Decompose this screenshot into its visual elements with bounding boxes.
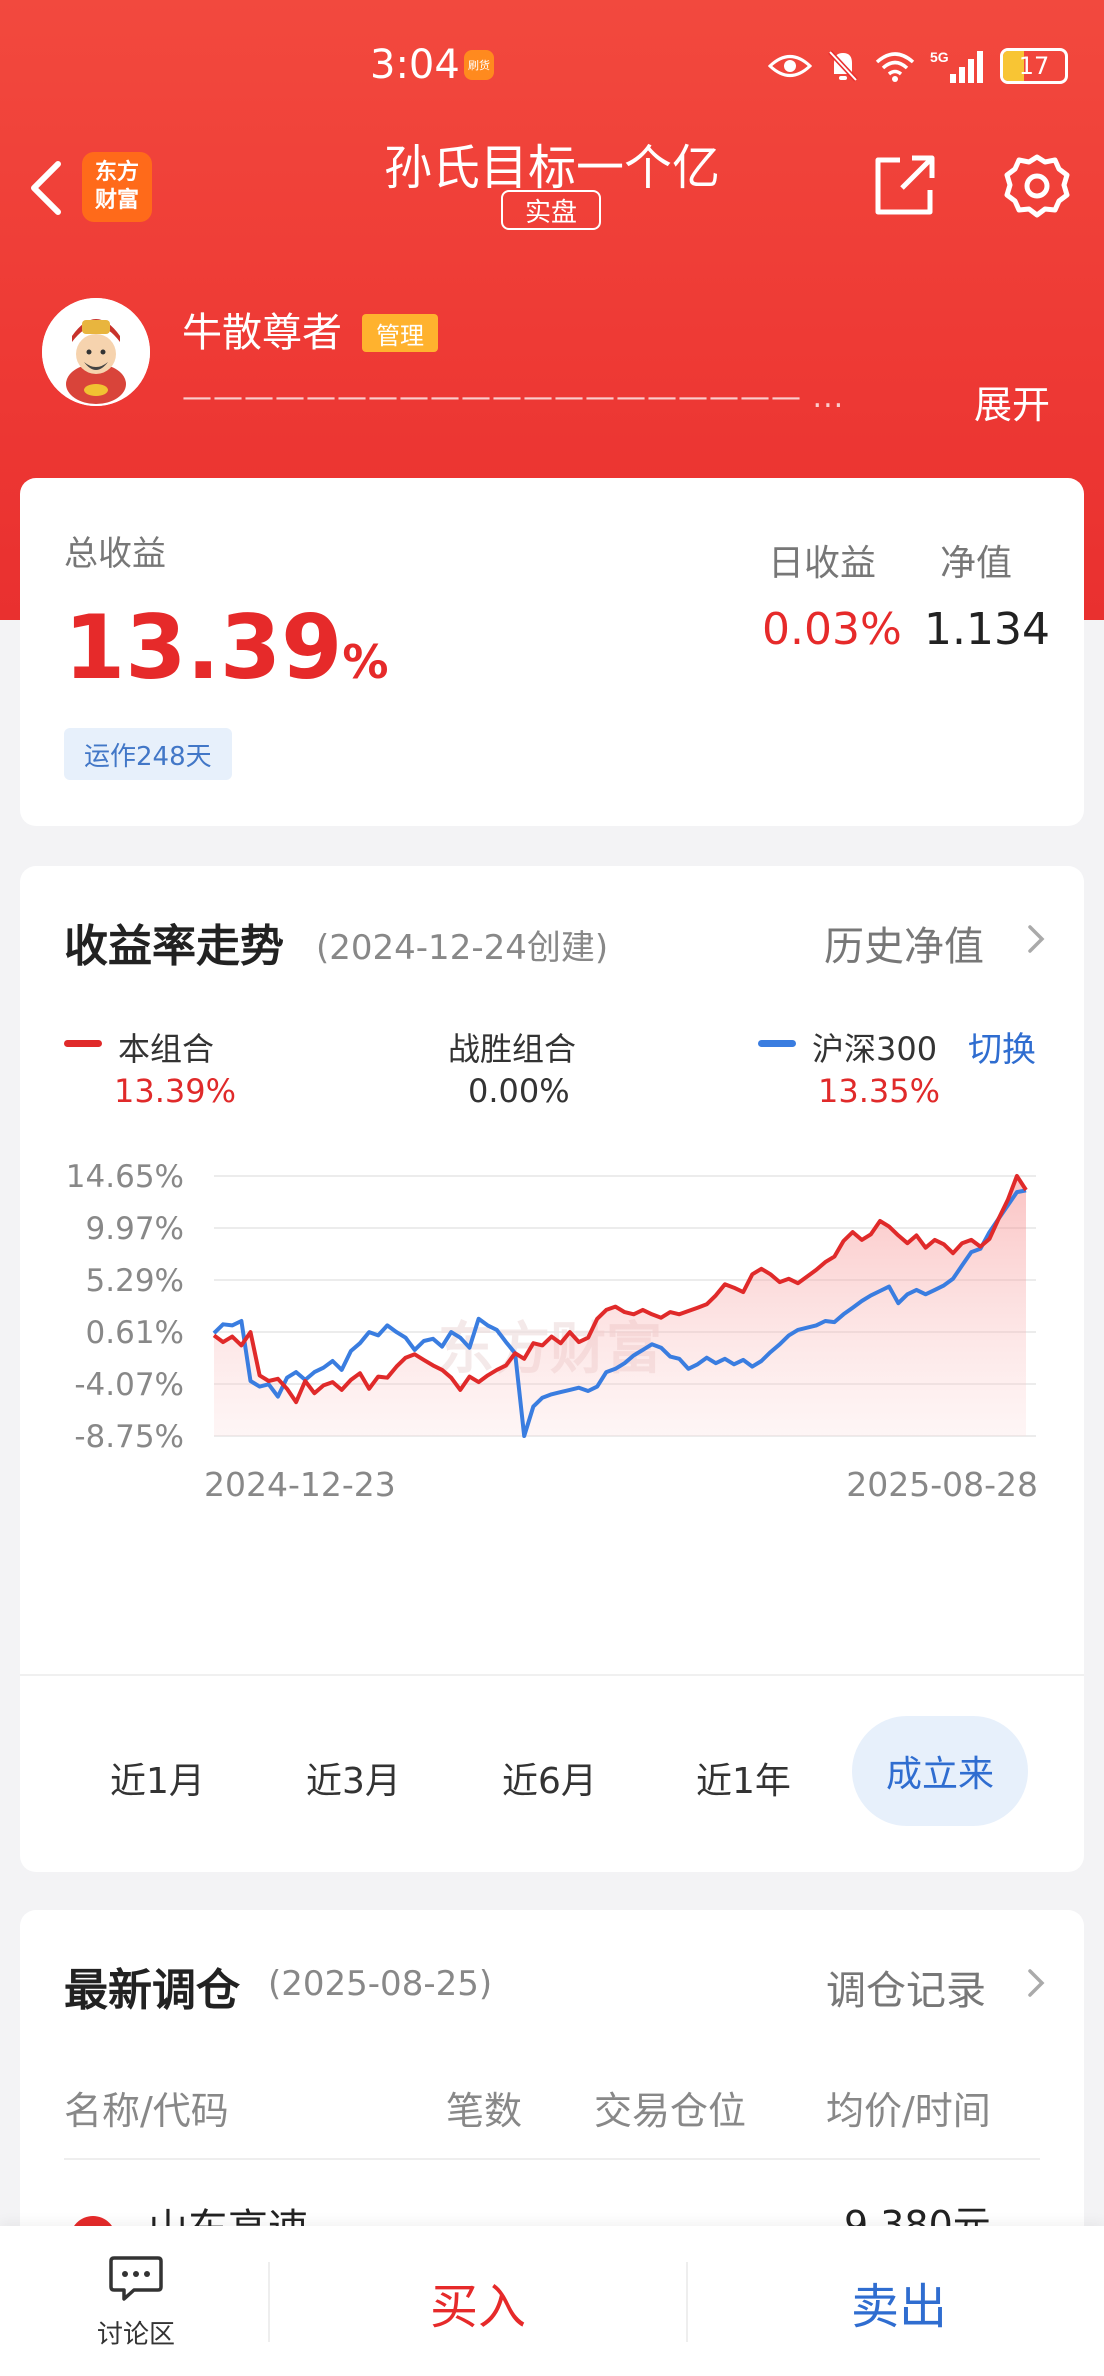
run-days-badge: 运作248天 bbox=[64, 728, 232, 780]
period-3m-button[interactable]: 近3月 bbox=[306, 1761, 401, 1802]
total-return-unit: % bbox=[342, 635, 389, 689]
legend-beat-value: 0.00% bbox=[468, 1072, 570, 1110]
column-header-name: 名称/代码 bbox=[64, 2089, 229, 2133]
admin-tag: 管理 bbox=[362, 314, 438, 352]
logo-line-2: 财富 bbox=[94, 188, 139, 213]
y-tick-label: 14.65% bbox=[66, 1159, 184, 1195]
rebalance-title: 最新调仓 bbox=[64, 1965, 240, 2016]
status-time: 3:04 bbox=[370, 42, 460, 88]
period-6m-button[interactable]: 近6月 bbox=[502, 1761, 597, 1802]
net-value: 1.134 bbox=[924, 604, 1050, 655]
period-1y-button[interactable]: 近1年 bbox=[696, 1761, 791, 1802]
y-tick-label: 9.97% bbox=[86, 1211, 184, 1247]
legend-index-value: 13.35% bbox=[818, 1072, 941, 1110]
total-return-label: 总收益 bbox=[64, 534, 166, 574]
avatar[interactable] bbox=[42, 298, 150, 406]
summary-card: 总收益 13.39% 运作248天 日收益 净值 0.03% 1.134 bbox=[20, 478, 1084, 826]
bottom-action-bar: 讨论区 买入 卖出 bbox=[0, 2226, 1104, 2376]
status-icons: 5G 17 bbox=[768, 44, 1068, 88]
wifi-icon bbox=[875, 52, 915, 82]
logo-line-1: 东方 bbox=[94, 160, 139, 185]
real-account-badge: 实盘 bbox=[501, 190, 601, 230]
avatar-image bbox=[42, 298, 150, 406]
chevron-left-icon[interactable] bbox=[24, 158, 68, 218]
discussion-label: 讨论区 bbox=[96, 2320, 175, 2350]
y-tick-label: 5.29% bbox=[86, 1263, 184, 1299]
switch-benchmark-button[interactable]: 切换 bbox=[968, 1030, 1036, 1070]
portfolio-series-line bbox=[212, 1174, 1028, 1405]
eye-icon bbox=[768, 55, 812, 77]
legend-portfolio-label: 本组合 bbox=[118, 1030, 215, 1068]
daily-return-value: 0.03% bbox=[762, 604, 902, 655]
y-tick-label: 0.61% bbox=[86, 1315, 184, 1351]
legend-swatch-index bbox=[758, 1040, 796, 1047]
trend-title: 收益率走势 bbox=[64, 921, 284, 972]
rebalance-history-link[interactable]: 调仓记录 bbox=[826, 1968, 986, 2014]
trend-card: 收益率走势 (2024-12-24创建) 历史净值 本组合 13.39% 战胜组… bbox=[20, 866, 1084, 1872]
legend-portfolio-value: 13.39% bbox=[114, 1072, 237, 1110]
page-title: 孙氏目标一个亿 bbox=[383, 140, 720, 196]
buy-button[interactable]: 买入 bbox=[429, 2279, 526, 2335]
trend-created-date: (2024-12-24创建) bbox=[316, 928, 609, 968]
battery-icon: 17 bbox=[1000, 48, 1068, 84]
discussion-button[interactable]: 讨论区 bbox=[84, 2254, 188, 2351]
bottom-divider bbox=[686, 2262, 688, 2342]
x-tick-label: 2024-12-23 bbox=[204, 1465, 396, 1504]
profile-description: ———————————————————— ... bbox=[182, 380, 845, 415]
column-header-count: 笔数 bbox=[446, 2089, 523, 2133]
legend-swatch-portfolio bbox=[64, 1040, 102, 1047]
y-tick-label: -4.07% bbox=[74, 1367, 184, 1403]
battery-level: 17 bbox=[1018, 52, 1050, 80]
legend-beat-label: 战胜组合 bbox=[448, 1030, 577, 1068]
daily-return-label: 日收益 bbox=[768, 543, 877, 584]
header-divider bbox=[64, 2158, 1040, 2160]
gear-icon[interactable] bbox=[1002, 152, 1072, 222]
column-header-position: 交易仓位 bbox=[594, 2089, 747, 2133]
total-return-number: 13.39 bbox=[64, 596, 343, 699]
x-tick-label: 2025-08-28 bbox=[846, 1465, 1038, 1504]
column-header-price-time: 均价/时间 bbox=[826, 2089, 991, 2133]
bottom-divider bbox=[268, 2262, 270, 2342]
expand-button[interactable]: 展开 bbox=[974, 383, 1051, 427]
notification-badge-icon: 刷货 bbox=[464, 50, 494, 80]
rebalance-date: (2025-08-25) bbox=[268, 1964, 493, 2004]
history-nav-link[interactable]: 历史净值 bbox=[824, 924, 984, 970]
mute-icon bbox=[828, 50, 858, 82]
chevron-right-icon[interactable] bbox=[1024, 1966, 1048, 2000]
svg-text:5G: 5G bbox=[930, 49, 949, 65]
y-tick-label: -8.75% bbox=[74, 1419, 184, 1455]
total-return-value: 13.39% bbox=[64, 596, 388, 699]
portfolio-area-fill bbox=[214, 1176, 1026, 1436]
legend-index-label: 沪深300 bbox=[812, 1030, 938, 1068]
chat-bubble-icon bbox=[109, 2256, 163, 2301]
5g-signal-icon: 5G bbox=[930, 49, 983, 83]
share-icon[interactable] bbox=[872, 152, 938, 218]
sell-button[interactable]: 卖出 bbox=[850, 2279, 947, 2335]
index-series-line bbox=[212, 1188, 1027, 1438]
period-since-inception-button[interactable]: 成立来 bbox=[852, 1716, 1028, 1826]
net-value-label: 净值 bbox=[940, 543, 1013, 584]
period-1m-button[interactable]: 近1月 bbox=[110, 1761, 205, 1802]
username: 牛散尊者 bbox=[182, 310, 342, 356]
divider bbox=[20, 1674, 1084, 1676]
app-logo: 东方 财富 bbox=[82, 152, 152, 222]
chevron-right-icon[interactable] bbox=[1024, 922, 1048, 956]
